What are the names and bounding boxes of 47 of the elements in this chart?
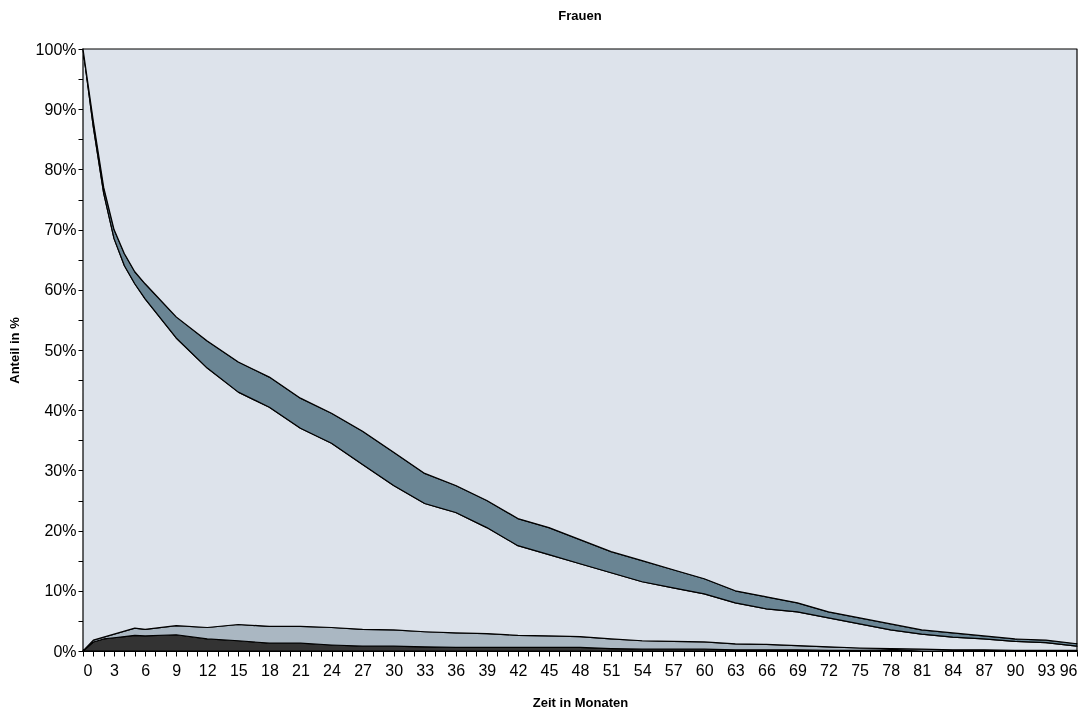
y-tick-label: 40%: [44, 401, 77, 419]
x-tick-label: 21: [292, 661, 310, 679]
y-tick-label: 90%: [44, 100, 77, 118]
x-tick-label: 3: [110, 661, 120, 679]
y-tick-label: 30%: [44, 461, 77, 479]
x-tick-label: 75: [851, 661, 870, 679]
y-tick-label: 50%: [44, 341, 77, 359]
x-tick-label: 87: [975, 661, 994, 679]
x-tick-label: 84: [944, 661, 963, 679]
x-tick-label: 72: [820, 661, 838, 679]
x-tick-label: 63: [726, 661, 745, 679]
x-tick-label: 27: [354, 661, 373, 679]
y-tick-label: 70%: [44, 221, 77, 239]
x-tick-label: 96: [1059, 661, 1078, 679]
x-tick-label: 15: [229, 661, 248, 679]
x-tick-label: 18: [260, 661, 279, 679]
x-tick-label: 33: [416, 661, 435, 679]
x-tick-label: 39: [478, 661, 497, 679]
x-tick-label: 30: [385, 661, 404, 679]
y-tick-label: 0%: [53, 642, 77, 660]
x-tick-label: 51: [602, 661, 621, 679]
x-tick-label: 36: [447, 661, 466, 679]
x-tick-label: 42: [509, 661, 528, 679]
x-tick-label: 60: [695, 661, 714, 679]
y-tick-label: 10%: [44, 582, 77, 600]
y-tick-label: 100%: [35, 40, 77, 58]
x-tick-label: 48: [571, 661, 590, 679]
x-tick-label: 24: [323, 661, 341, 679]
x-tick-label: 66: [757, 661, 776, 679]
x-tick-label: 54: [633, 661, 652, 679]
x-tick-label: 81: [913, 661, 932, 679]
y-axis-title: Anteil in %: [6, 316, 22, 384]
x-tick-label: 0: [83, 661, 93, 679]
y-tick-label: 20%: [44, 522, 77, 540]
x-tick-label: 57: [664, 661, 683, 679]
x-tick-label: 9: [172, 661, 182, 679]
chart-title: Frauen: [558, 8, 602, 23]
x-tick-label: 93: [1037, 661, 1056, 679]
x-tick-label: 78: [882, 661, 901, 679]
x-tick-label: 90: [1006, 661, 1025, 679]
x-tick-label: 45: [540, 661, 559, 679]
y-tick-label: 80%: [44, 160, 77, 178]
x-tick-label: 69: [789, 661, 807, 679]
y-tick-label: 60%: [44, 281, 77, 299]
x-tick-label: 12: [198, 661, 217, 679]
x-tick-label: 6: [141, 661, 151, 679]
x-axis-title: Zeit in Monaten: [532, 694, 629, 710]
